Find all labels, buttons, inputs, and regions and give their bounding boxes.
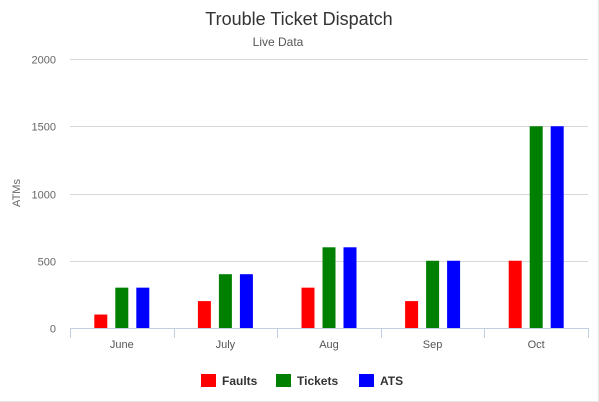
chart-subtitle: Live Data [253, 35, 304, 49]
bar-tickets-june[interactable] [115, 287, 129, 328]
x-tick-label: Oct [528, 339, 545, 351]
y-axis-ticks: 0 500 1000 1500 2000 [32, 55, 56, 336]
legend-item-tickets[interactable]: Tickets [276, 374, 338, 388]
y-tick-label: 1000 [32, 190, 56, 202]
legend-label: Faults [222, 374, 258, 388]
bar-tickets-oct[interactable] [529, 126, 543, 328]
bar-faults-june[interactable] [94, 314, 108, 328]
bar-faults-sep[interactable] [405, 301, 419, 328]
bar-tickets-aug[interactable] [322, 247, 336, 328]
y-tick-label: 1500 [32, 122, 56, 134]
legend-item-ats[interactable]: ATS [359, 374, 403, 388]
x-axis [70, 328, 589, 338]
legend-swatch [276, 374, 291, 387]
chart-title: Trouble Ticket Dispatch [205, 9, 392, 29]
bars [94, 126, 564, 328]
legend-label: ATS [380, 374, 403, 388]
bar-faults-oct[interactable] [508, 260, 522, 328]
legend-label: Tickets [297, 374, 338, 388]
x-tick-label: Sep [423, 339, 443, 351]
gridlines [70, 59, 588, 262]
bar-ats-july[interactable] [239, 274, 253, 328]
bar-faults-july[interactable] [197, 301, 211, 328]
bar-ats-aug[interactable] [343, 247, 357, 328]
bar-tickets-july[interactable] [218, 274, 232, 328]
y-tick-label: 2000 [32, 55, 56, 67]
legend-swatch [359, 374, 374, 387]
legend-item-faults[interactable]: Faults [201, 374, 258, 388]
bar-faults-aug[interactable] [301, 287, 315, 328]
x-tick-label: July [216, 339, 236, 351]
legend[interactable]: Faults Tickets ATS [201, 374, 403, 388]
bar-ats-oct[interactable] [550, 126, 564, 328]
x-tick-label: Aug [319, 339, 339, 351]
bar-ats-june[interactable] [136, 287, 150, 328]
y-tick-label: 0 [50, 324, 56, 336]
y-tick-label: 500 [38, 257, 56, 269]
bar-ats-sep[interactable] [447, 260, 461, 328]
x-axis-ticks: June July Aug Sep Oct [110, 339, 545, 351]
bar-tickets-sep[interactable] [426, 260, 440, 328]
legend-swatch [201, 374, 216, 387]
x-tick-label: June [110, 339, 134, 351]
y-axis-label: ATMs [11, 179, 23, 207]
